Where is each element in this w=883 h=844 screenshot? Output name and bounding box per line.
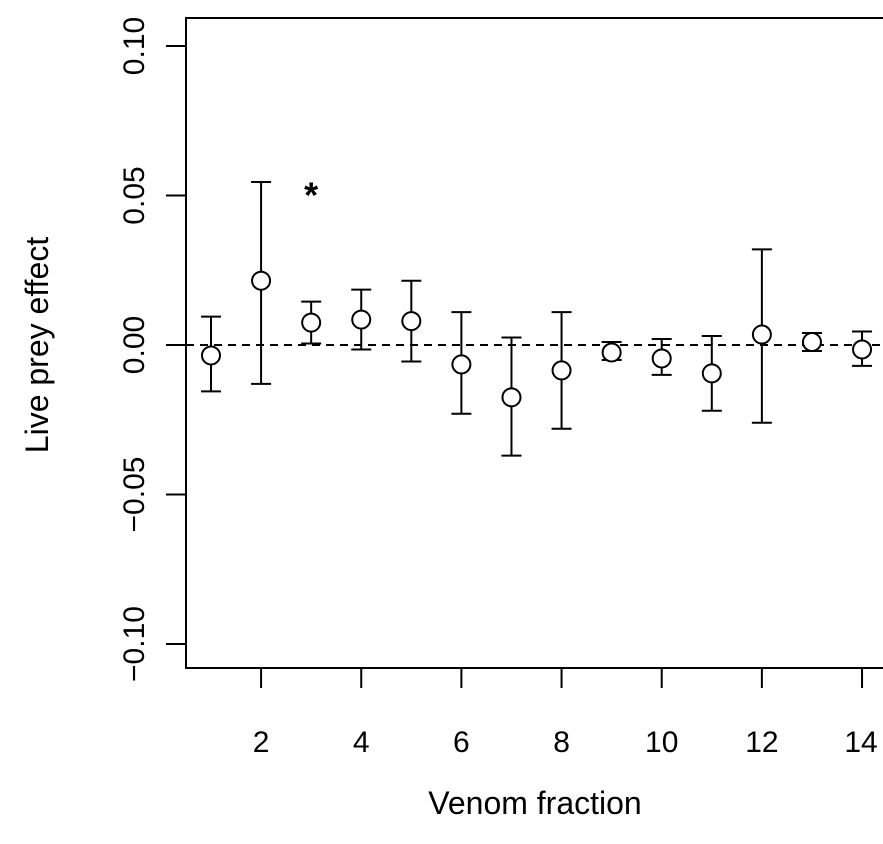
- x-tick-label: 10: [645, 726, 678, 759]
- x-tick-label: 4: [353, 726, 370, 759]
- x-tick-label: 12: [745, 726, 778, 759]
- data-point: [651, 348, 672, 369]
- data-point-group: [501, 336, 522, 457]
- plot-frame: [185, 17, 883, 669]
- data-point-group: [651, 338, 672, 376]
- data-point: [451, 354, 472, 375]
- y-tick-label: −0.10: [118, 606, 151, 682]
- x-tick-label: 14: [844, 726, 877, 759]
- data-point-group: [601, 341, 622, 363]
- data-point-group: [201, 315, 221, 393]
- data-point: [601, 342, 622, 363]
- data-point: [852, 339, 873, 360]
- data-point: [551, 360, 572, 381]
- data-point-group: [751, 248, 772, 424]
- data-point: [301, 312, 322, 333]
- data-point-group: [401, 279, 422, 363]
- x-axis-title: Venom fraction: [428, 785, 641, 821]
- data-point: [351, 309, 372, 330]
- data-point: [401, 311, 422, 332]
- y-tick-label: 0.10: [118, 17, 151, 75]
- data-point-group: [451, 311, 472, 415]
- data-point: [801, 332, 822, 353]
- y-tick-label: −0.05: [118, 457, 151, 533]
- y-tick-label: 0.05: [118, 166, 151, 224]
- y-axis-title: Live prey effect: [19, 237, 55, 454]
- data-point: [751, 324, 772, 345]
- data-marks: *: [201, 174, 873, 457]
- data-point-group: [852, 330, 873, 367]
- data-point-group: [351, 288, 372, 351]
- data-point-group: [801, 332, 822, 353]
- data-point: [501, 387, 522, 408]
- x-tick-label: 6: [453, 726, 470, 759]
- significance-annotation: *: [304, 174, 318, 215]
- data-point: [251, 270, 272, 291]
- data-point-group: [701, 335, 722, 412]
- x-tick-label: 8: [553, 726, 570, 759]
- data-point: [201, 345, 221, 366]
- x-axis: 2 4 6 8 10 12 14: [253, 668, 878, 759]
- x-tick-label: 2: [253, 726, 270, 759]
- y-axis: −0.10 −0.05 0.00 0.05 0.10: [118, 17, 186, 682]
- data-point-group: [551, 311, 572, 430]
- data-point-group: *: [301, 174, 322, 345]
- data-point-group: [251, 181, 272, 385]
- y-tick-label: 0.00: [118, 316, 151, 374]
- data-point: [701, 363, 722, 384]
